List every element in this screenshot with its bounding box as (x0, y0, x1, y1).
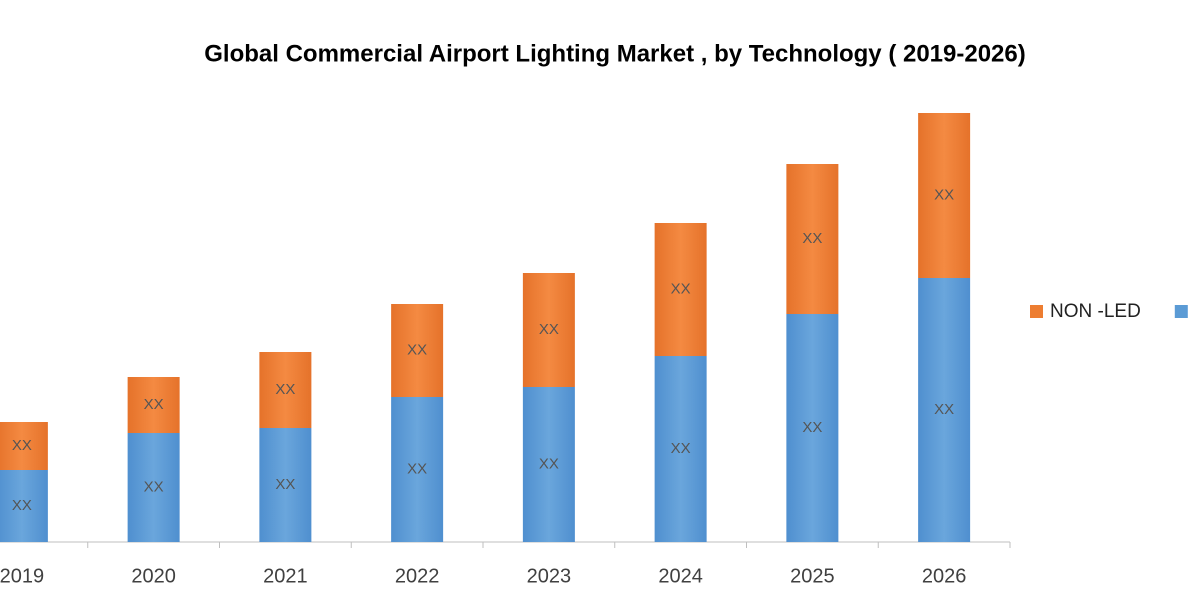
x-tick-label: 2025 (790, 565, 835, 587)
x-tick-label: 2022 (395, 565, 440, 587)
x-tick-label: 2020 (131, 565, 176, 587)
bar-segment (786, 164, 839, 314)
value-label: XX (407, 341, 427, 358)
bar-segment (391, 304, 444, 397)
legend-swatch (1174, 305, 1188, 318)
value-label: XX (671, 440, 691, 457)
bar-segment (127, 377, 180, 433)
bar-segment (918, 278, 971, 542)
bar-segment (0, 422, 48, 470)
value-label: XX (275, 381, 295, 398)
value-label: XX (275, 476, 295, 493)
value-label: XX (802, 419, 822, 436)
value-label: XX (934, 401, 954, 418)
value-label: XX (539, 455, 559, 472)
bar-segment (259, 352, 312, 428)
value-label: XX (12, 437, 32, 454)
bar-segment (522, 273, 575, 387)
x-tick-label: 2019 (0, 565, 44, 587)
chart-title: Global Commercial Airport Lighting Marke… (204, 40, 1026, 67)
bar-segment (0, 470, 48, 542)
value-label: XX (144, 396, 164, 413)
bar-segment (522, 387, 575, 542)
bar-segment (127, 433, 180, 542)
value-label: XX (12, 497, 32, 514)
value-label: XX (407, 460, 427, 477)
x-tick-label: 2021 (263, 565, 308, 587)
bar-segment (786, 314, 839, 542)
x-tick-label: 2024 (658, 565, 703, 587)
x-tick-label: 2023 (527, 565, 572, 587)
value-label: XX (934, 186, 954, 203)
value-label: XX (671, 280, 691, 297)
bar-segment (391, 397, 444, 542)
value-label: XX (802, 230, 822, 247)
legend-swatch (1030, 305, 1043, 318)
bar-segment (654, 356, 707, 542)
bar-segment (259, 428, 312, 542)
value-label: XX (539, 321, 559, 338)
legend-label: NON -LED (1050, 301, 1141, 322)
bar-segment (918, 113, 971, 278)
bar-segment (654, 223, 707, 356)
x-tick-label: 2026 (922, 565, 967, 587)
value-label: XX (144, 478, 164, 495)
